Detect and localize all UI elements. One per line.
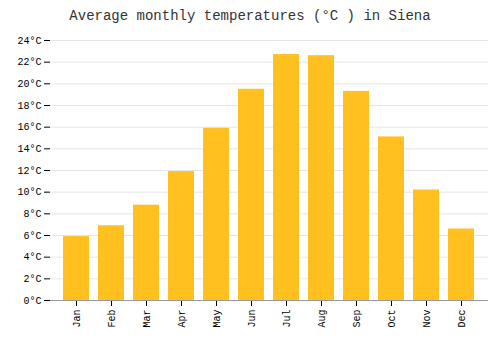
svg-text:12°C: 12°C xyxy=(17,166,41,177)
svg-text:0°C: 0°C xyxy=(23,296,41,307)
svg-text:Jul: Jul xyxy=(282,310,293,328)
svg-text:Apr: Apr xyxy=(177,310,188,328)
svg-text:24°C: 24°C xyxy=(17,36,41,47)
svg-text:Dec: Dec xyxy=(457,310,468,328)
svg-text:2°C: 2°C xyxy=(23,274,41,285)
svg-text:Feb: Feb xyxy=(107,310,118,328)
svg-text:16°C: 16°C xyxy=(17,122,41,133)
svg-text:May: May xyxy=(212,310,223,328)
svg-text:8°C: 8°C xyxy=(23,209,41,220)
svg-text:20°C: 20°C xyxy=(17,79,41,90)
svg-text:Mar: Mar xyxy=(142,310,153,328)
svg-text:22°C: 22°C xyxy=(17,57,41,68)
svg-text:18°C: 18°C xyxy=(17,101,41,112)
svg-text:Oct: Oct xyxy=(387,310,398,328)
html-text:Average monthly temperatures (: Average monthly temperatures (°C ) in Si… xyxy=(69,8,431,24)
svg-text:Sep: Sep xyxy=(352,310,363,328)
svg-text:6°C: 6°C xyxy=(23,231,41,242)
svg-text:14°C: 14°C xyxy=(17,144,41,155)
svg-text:4°C: 4°C xyxy=(23,252,41,263)
svg-text:Jun: Jun xyxy=(247,310,258,328)
svg-text:10°C: 10°C xyxy=(17,187,41,198)
svg-text:Nov: Nov xyxy=(422,310,433,328)
svg-text:Jan: Jan xyxy=(72,310,83,328)
svg-text:Aug: Aug xyxy=(317,310,328,328)
